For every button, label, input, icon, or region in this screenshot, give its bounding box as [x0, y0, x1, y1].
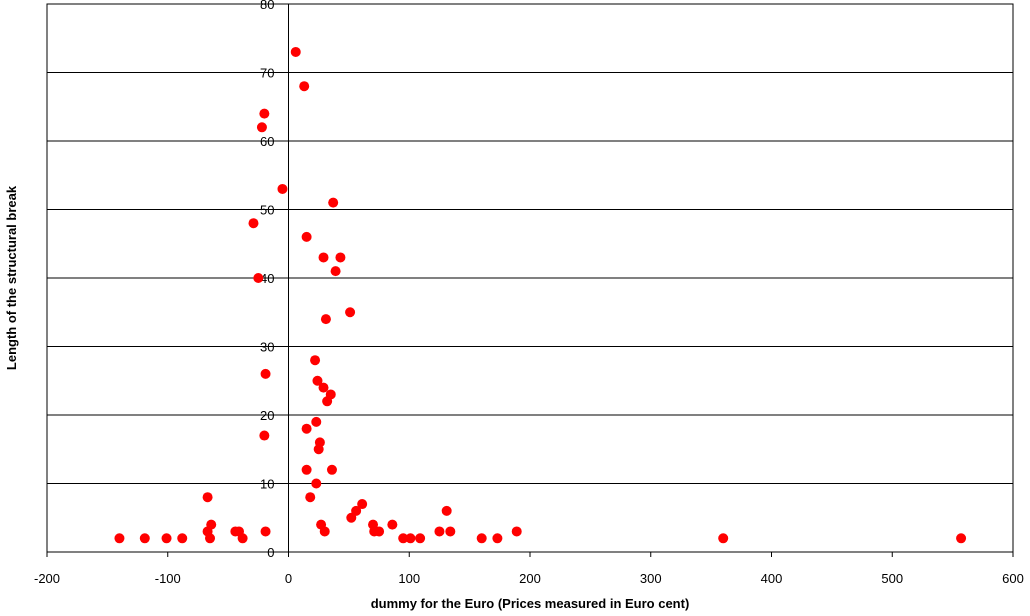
point [161, 533, 172, 544]
point [330, 266, 341, 277]
x-tick-label: 100 [398, 571, 420, 586]
point [345, 307, 356, 318]
point [445, 526, 456, 537]
x-tick-label: 400 [761, 571, 783, 586]
x-tick-label: 500 [881, 571, 903, 586]
point [326, 464, 337, 475]
point [177, 533, 188, 544]
point [301, 231, 312, 242]
point [335, 252, 346, 263]
x-tick-label: -200 [34, 571, 60, 586]
y-tick-label: 80 [260, 0, 274, 12]
y-tick-label: 20 [260, 408, 274, 423]
point [301, 464, 312, 475]
point [237, 533, 248, 544]
point [310, 355, 321, 366]
point [718, 533, 729, 544]
point [311, 416, 322, 427]
point [318, 252, 329, 263]
point [357, 499, 368, 510]
point [260, 526, 271, 537]
y-axis-label: Length of the structural break [4, 185, 19, 370]
point [319, 526, 330, 537]
point [305, 492, 316, 503]
point [248, 218, 259, 229]
y-tick-label: 0 [267, 545, 274, 560]
x-tick-label: 300 [640, 571, 662, 586]
x-tick-label: 0 [285, 571, 292, 586]
point [114, 533, 125, 544]
x-tick-label: 600 [1002, 571, 1024, 586]
x-tick-label: -100 [155, 571, 181, 586]
point [299, 81, 310, 92]
y-tick-label: 70 [260, 66, 274, 81]
y-tick-label: 30 [260, 340, 274, 355]
point [318, 382, 329, 393]
point [398, 533, 409, 544]
point [260, 368, 271, 379]
y-tick-label: 50 [260, 203, 274, 218]
point [405, 533, 416, 544]
point [259, 430, 270, 441]
point [476, 533, 487, 544]
point [313, 444, 324, 455]
point [374, 526, 385, 537]
point [328, 197, 339, 208]
point [259, 108, 270, 119]
point [492, 533, 503, 544]
y-tick-label: 10 [260, 477, 274, 492]
point [277, 183, 288, 194]
point [206, 519, 217, 530]
point [511, 526, 522, 537]
x-tick-label: 200 [519, 571, 541, 586]
y-tick-label: 40 [260, 271, 274, 286]
point [311, 478, 322, 489]
point [256, 122, 267, 133]
point [312, 375, 323, 386]
point [139, 533, 150, 544]
point [322, 396, 333, 407]
point [415, 533, 426, 544]
point [351, 505, 362, 516]
point [956, 533, 967, 544]
point [320, 314, 331, 325]
point [441, 505, 452, 516]
point [253, 273, 264, 283]
point [202, 492, 213, 503]
point [434, 526, 445, 537]
point [290, 46, 301, 57]
point [301, 423, 312, 434]
x-axis-label: dummy for the Euro (Prices measured in E… [371, 596, 690, 611]
point [205, 533, 216, 544]
y-tick-label: 60 [260, 134, 274, 149]
point [387, 519, 398, 530]
